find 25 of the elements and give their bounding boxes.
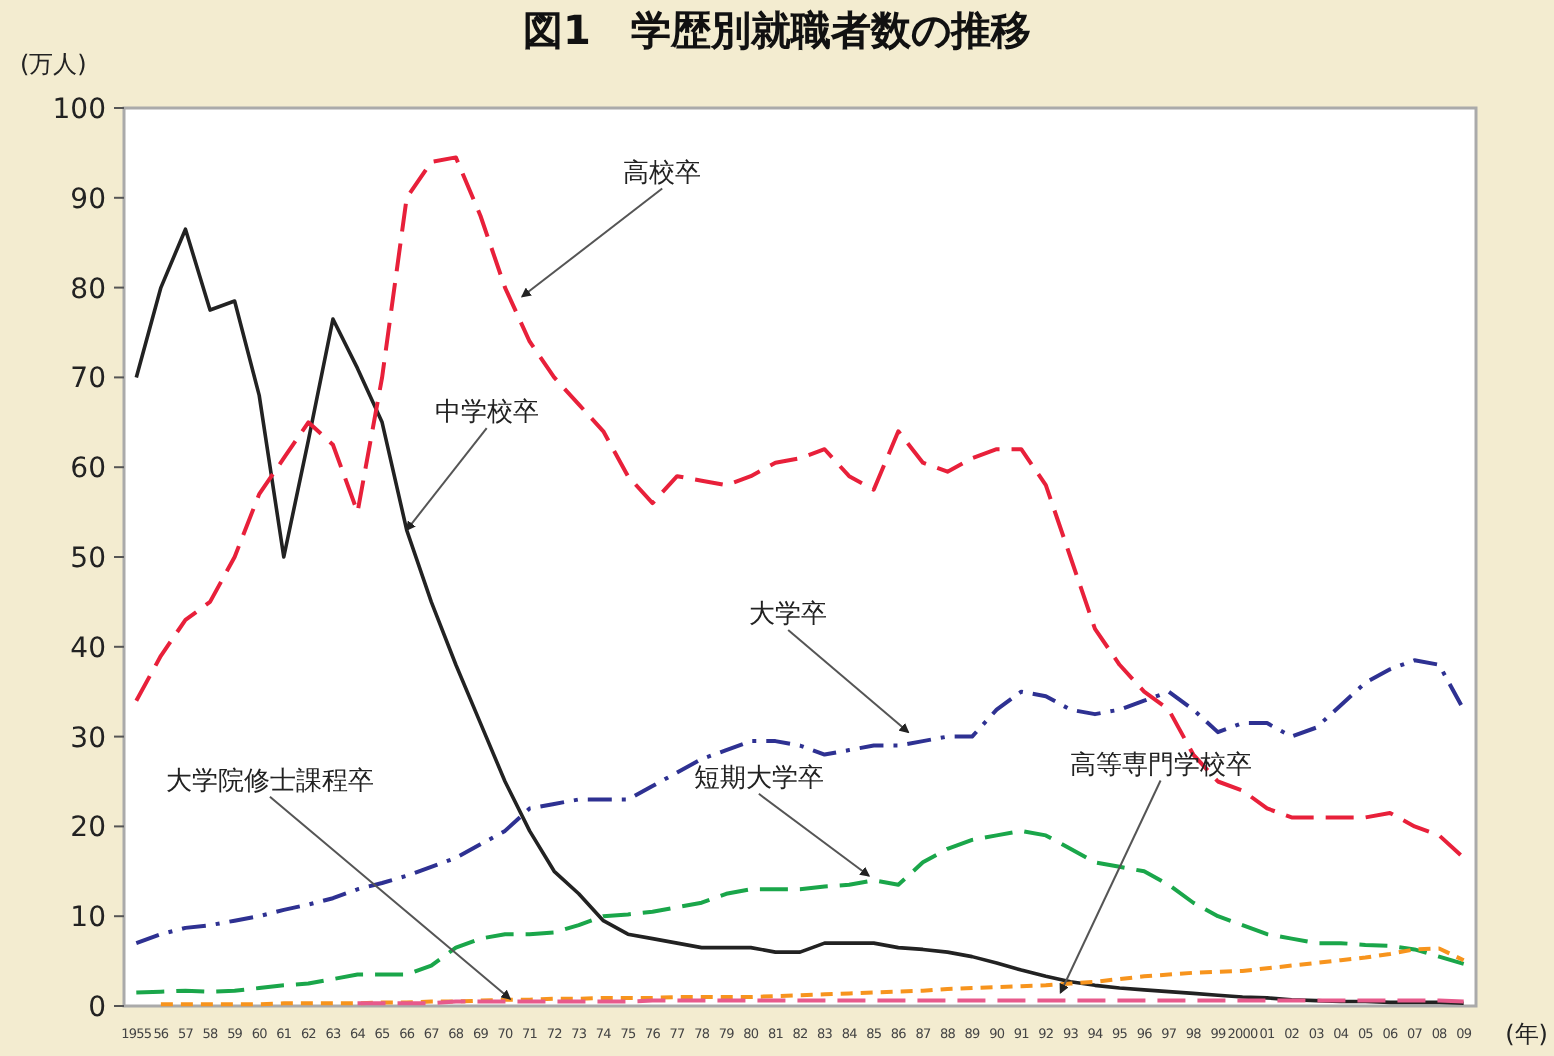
y-tick-label: 70 <box>70 363 106 396</box>
line-series <box>134 658 1466 946</box>
y-tick-label: 80 <box>70 273 106 306</box>
chart-title: 図1 学歴別就職者数の推移 <box>523 6 1031 54</box>
y-tick-label: 40 <box>70 632 106 665</box>
y-tick-label: 50 <box>70 543 106 575</box>
y-tick-label: 60 <box>70 453 106 486</box>
annotation: 短期大学卒 <box>693 763 824 794</box>
y-tick-label: 30 <box>70 722 106 755</box>
x-axis-title: (年) <box>1505 1020 1548 1048</box>
y-tick-label: 0 <box>88 992 106 1024</box>
annotation: 大学院修士課程卒 <box>165 766 374 797</box>
y-tick-label: 90 <box>70 183 106 216</box>
line-series <box>134 828 1466 995</box>
line-series <box>158 946 1466 1007</box>
annotation: 高等専門学校卒 <box>1069 748 1252 781</box>
y-axis-title: (万人) <box>20 50 87 78</box>
y-tick-label: 100 <box>52 94 106 126</box>
y-tick-label: 10 <box>70 902 106 935</box>
annotation: 中学校卒 <box>434 398 539 429</box>
annotation: 高校卒 <box>623 156 702 189</box>
annotation: 大学卒 <box>749 600 828 631</box>
line-series <box>134 155 1466 860</box>
y-tick-label: 20 <box>70 812 106 845</box>
line-series <box>134 227 1466 1006</box>
